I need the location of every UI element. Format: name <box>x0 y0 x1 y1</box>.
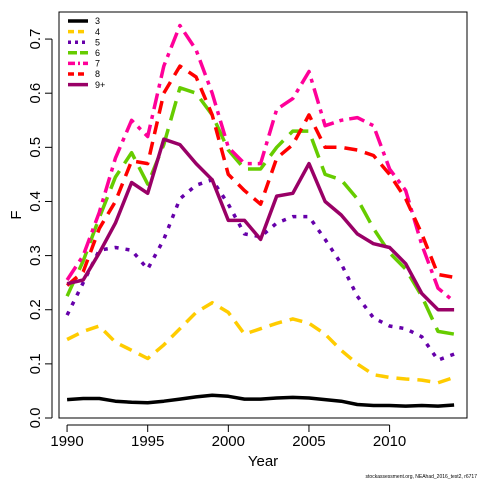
series-layer <box>65 23 456 408</box>
y-tick-label: 0.2 <box>27 299 44 320</box>
x-tick-label: 1990 <box>50 433 83 450</box>
legend-label-4: 4 <box>95 27 100 37</box>
y-tick-label: 0.4 <box>27 191 44 212</box>
plot-frame <box>58 11 468 419</box>
legend-label-9plus: 9+ <box>95 80 105 90</box>
y-axis: 0.0 0.1 0.2 0.3 0.4 0.5 0.6 0.7 <box>27 29 53 429</box>
legend-label-7: 7 <box>95 59 100 69</box>
x-axis: 1990 1995 2000 2005 2010 <box>50 424 406 450</box>
y-tick-label: 0.6 <box>27 83 44 104</box>
series-line-3 <box>66 393 455 408</box>
y-tick-label: 0.1 <box>27 353 44 374</box>
series-line-4 <box>66 300 455 385</box>
x-tick-label: 2010 <box>373 433 406 450</box>
series-line-9plus <box>66 137 455 312</box>
series-line-5 <box>65 178 455 362</box>
series-line-8 <box>65 64 455 287</box>
legend-label-6: 6 <box>95 48 100 58</box>
x-tick-label: 2000 <box>212 433 245 450</box>
y-tick-label: 0.7 <box>27 29 44 50</box>
series-line-6 <box>65 86 455 336</box>
y-tick-label: 0.3 <box>27 245 44 266</box>
x-tick-label: 2005 <box>292 433 325 450</box>
series-line-7 <box>65 23 456 303</box>
legend-label-8: 8 <box>95 69 100 79</box>
y-tick-label: 0.0 <box>27 408 44 429</box>
caption: stockassessment.org, NEAhad_2016_test2, … <box>366 474 478 480</box>
legend-label-3: 3 <box>95 16 100 26</box>
y-axis-title: F <box>8 210 25 219</box>
y-tick-label: 0.5 <box>27 137 44 158</box>
x-tick-label: 1995 <box>131 433 164 450</box>
x-axis-title: Year <box>248 453 278 470</box>
legend-label-5: 5 <box>95 37 100 47</box>
